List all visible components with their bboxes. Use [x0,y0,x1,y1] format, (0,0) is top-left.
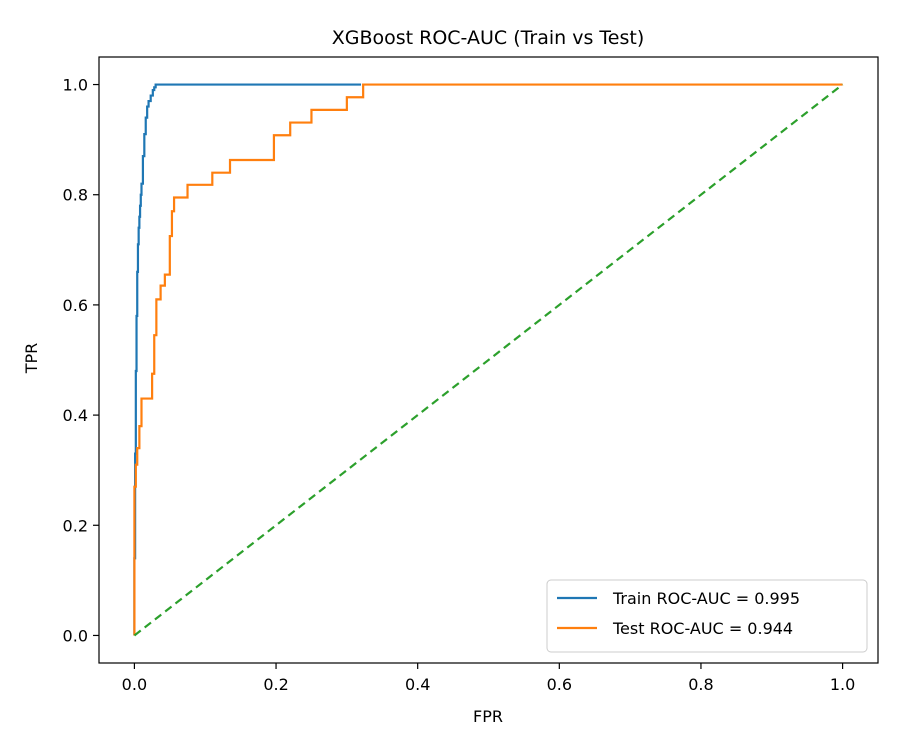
y-tick-label: 0.6 [63,296,88,315]
chart-title: XGBoost ROC-AUC (Train vs Test) [332,27,645,49]
x-tick-label: 0.8 [688,675,713,694]
x-tick-label: 0.2 [263,675,288,694]
x-tick-label: 0.0 [122,675,147,694]
x-tick-label: 0.6 [547,675,572,694]
series-line-1 [133,83,843,636]
x-tick-label: 1.0 [830,675,855,694]
series-line-2 [133,83,844,637]
legend: Train ROC-AUC = 0.995 Test ROC-AUC = 0.94… [546,579,868,653]
y-tick-label: 0.0 [63,626,88,645]
legend-label: Train ROC-AUC = 0.995 [612,589,800,608]
legend-label: Test ROC-AUC = 0.944 [612,619,793,638]
y-axis-label: TPR [22,343,41,375]
y-tick-label: 1.0 [63,76,88,95]
y-tick-label: 0.2 [63,516,88,535]
x-axis: 0.0 0.2 0.4 0.6 0.8 1.0 [122,663,855,694]
y-axis: 0.0 0.2 0.4 0.6 0.8 1.0 [63,76,99,645]
y-tick-label: 0.8 [63,186,88,205]
plot-frame [98,56,879,664]
series-line-0 [133,83,362,636]
legend-box [546,579,868,653]
x-tick-label: 0.4 [405,675,430,694]
x-axis-label: FPR [473,707,503,726]
y-tick-label: 0.4 [63,406,88,425]
plot-area [98,56,879,664]
